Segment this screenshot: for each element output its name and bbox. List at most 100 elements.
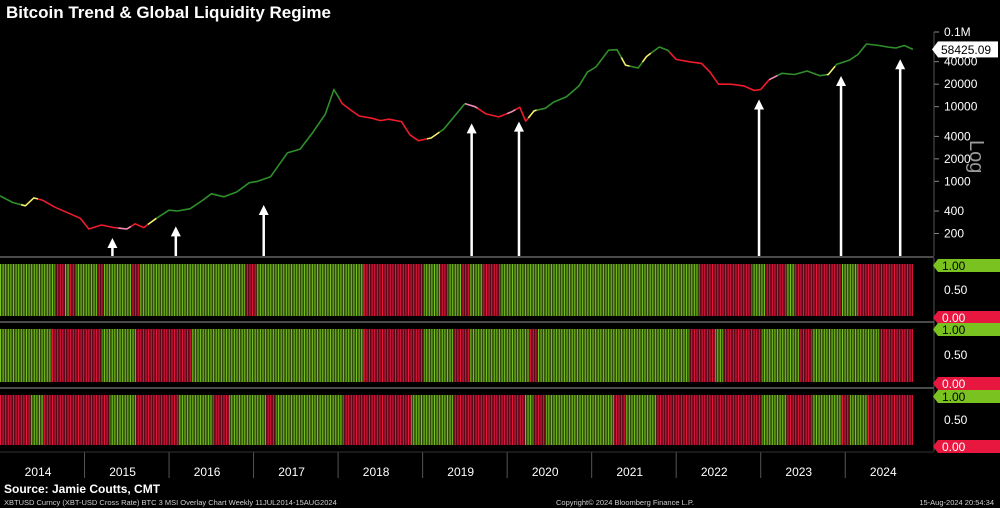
regime-bar-bullish [614,329,616,382]
regime-bar-bullish [333,264,335,316]
regime-bar-bearish [809,264,811,316]
regime-bar-bullish [827,329,829,382]
regime-bar-bullish [411,395,413,445]
regime-bar-bullish [221,329,223,382]
regime-bar-bearish [671,395,673,445]
regime-bar-bullish [347,264,349,316]
regime-bar-bearish [828,264,831,316]
regime-bar-bullish [307,329,309,382]
regime-bar-bullish [853,264,855,316]
regime-bar-bearish [370,264,372,316]
regime-bar-bullish [552,329,554,382]
regime-bar-bearish [47,395,49,445]
regime-bar-bullish [846,264,848,316]
regime-bar-bearish [723,264,725,316]
regime-bar-bullish [156,264,158,316]
regime-bar-bullish [552,264,554,316]
regime-bar-bullish [531,264,533,316]
regime-bar-bullish [633,395,635,445]
regime-bar-bearish [45,395,47,445]
regime-bar-bullish [318,329,320,382]
regime-bar-bullish [567,264,569,316]
regime-bar-bullish [66,264,68,316]
regime-bar-bullish [825,329,827,382]
regime-bar-bearish [482,264,484,316]
regime-bar-bullish [34,329,36,382]
regime-bar-bullish [276,395,278,445]
regime-bar-bearish [411,264,413,316]
regime-bar-bearish [139,329,141,382]
regime-bar-bearish [513,395,515,445]
regime-bar-bearish [407,264,410,316]
regime-bar-bullish [263,395,265,445]
regime-bar-bullish [50,264,52,316]
regime-bar-bullish [143,264,145,316]
regime-bar-bullish [108,329,110,382]
regime-bar-bearish [403,264,405,316]
regime-bar-bearish [757,329,759,382]
regime-bar-bullish [266,264,268,316]
regime-bar-bullish [362,264,364,316]
regime-bar-bullish [35,395,37,445]
regime-bar-bearish [156,395,158,445]
regime-bar-bullish [642,395,644,445]
regime-bar-bearish [728,395,730,445]
regime-bar-bullish [329,395,331,445]
regime-bar-bearish [160,395,162,445]
regime-bar-bullish [658,329,660,382]
regime-bar-bullish [279,395,281,445]
regime-bar-bullish [604,329,606,382]
regime-bar-bullish [666,329,668,382]
regime-bar-bullish [718,329,720,382]
regime-bar-bullish [32,264,34,316]
regime-bar-bearish [536,395,538,445]
regime-bar-bearish [443,264,445,316]
regime-bar-bullish [115,264,117,316]
regime-bar-bullish [676,329,678,382]
regime-bar-bearish [510,395,512,445]
regime-bar-bullish [437,395,439,445]
regime-bar-bullish [581,264,583,316]
regime-bar-bullish [8,329,10,382]
regime-bar-bearish [74,329,76,382]
regime-bar-bullish [334,395,336,445]
regime-bar-bullish [598,264,600,316]
regime-bar-bearish [715,264,717,316]
regime-bar-bearish [825,264,827,316]
buy-signal-arrow [836,75,847,256]
arrow-head [107,237,118,248]
regime-bar-bearish [414,264,416,316]
regime-bar-bearish [804,395,806,445]
regime-bar-bullish [523,329,525,382]
regime-bar-bearish [27,395,29,445]
regime-bar-bearish [874,264,876,316]
price-segment-transition [506,108,516,115]
regime-bar-bullish [435,329,437,382]
regime-bar-bearish [66,329,68,382]
regime-bar-bearish [837,264,839,316]
regime-bar-bearish [78,395,80,445]
regime-bar-bullish [864,395,866,445]
regime-bar-bearish [666,395,668,445]
regime-bar-bearish [783,264,785,316]
regime-bar-bearish [375,264,377,316]
regime-bar-bearish [381,329,383,382]
regime-bar-bullish [245,395,247,445]
regime-bar-bullish [294,395,296,445]
buy-signal-arrow [466,123,477,256]
regime-bar-bullish [91,264,93,316]
regime-bar-bullish [453,264,455,316]
regime-bar-bullish [591,395,593,445]
regime-bar-bearish [889,264,891,316]
regime-bar-bearish [820,264,822,316]
regime-bar-bullish [581,329,583,382]
regime-bar-bullish [359,329,361,382]
regime-bar-bullish [357,264,359,316]
regime-bar-bullish [547,264,549,316]
regime-bar-bullish [240,264,242,316]
regime-bar-bullish [780,395,782,445]
regime-bar-bullish [177,264,179,316]
regime-bar-bearish [497,264,499,316]
regime-bar-bearish [403,329,405,382]
regime-bar-bullish [351,329,353,382]
